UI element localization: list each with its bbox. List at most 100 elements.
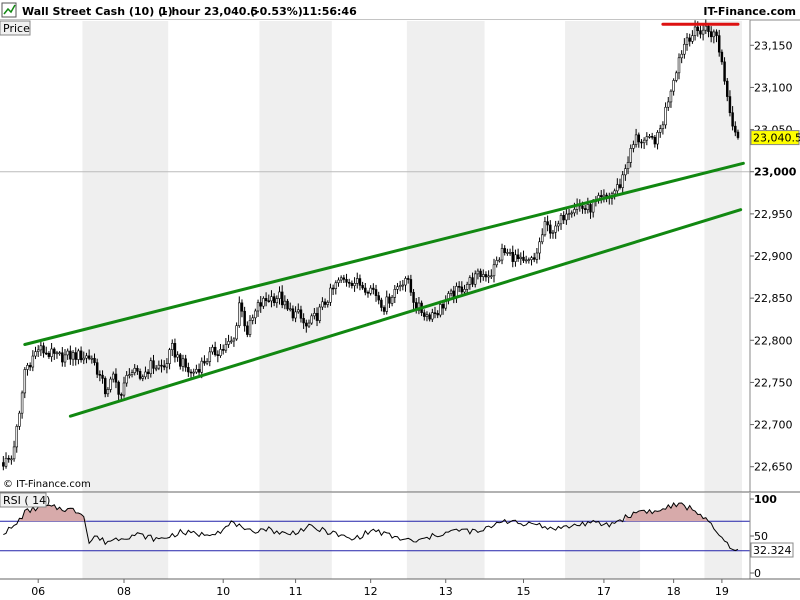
- price-candle: [726, 77, 729, 102]
- timeframe: 1 hour: [160, 5, 201, 18]
- price-candle: [602, 189, 606, 203]
- price-candle: [144, 366, 147, 380]
- price-candle: [704, 19, 708, 34]
- price-candle: [385, 290, 388, 315]
- price-candle: [238, 296, 241, 328]
- price-candle: [154, 365, 158, 372]
- price-candle: [656, 130, 659, 150]
- rsi-session-stripe: [406, 493, 485, 579]
- price-candle: [50, 342, 53, 362]
- price-candle: [616, 178, 619, 196]
- price-candle: [162, 360, 166, 371]
- price-candle: [586, 197, 590, 214]
- price-candle: [683, 38, 686, 59]
- price-candle: [219, 343, 222, 358]
- last-price: 23,040.5: [204, 5, 258, 18]
- price-candle: [479, 268, 482, 283]
- price-candle: [728, 90, 732, 117]
- price-candle: [160, 359, 163, 373]
- price-candle: [648, 134, 651, 139]
- price-tick-label: 22,800: [754, 334, 793, 347]
- brand-logo: IT-Finance.com: [703, 5, 796, 18]
- price-candle: [374, 284, 378, 302]
- price-candle: [675, 70, 678, 83]
- price-candle: [47, 351, 51, 359]
- last-price-tag: [750, 130, 800, 146]
- price-candle: [272, 293, 276, 307]
- price-candle: [712, 29, 716, 44]
- price-candle: [213, 341, 217, 357]
- price-candle: [503, 245, 506, 256]
- price-candle: [734, 121, 737, 137]
- price-candle: [618, 178, 622, 190]
- price-candle: [567, 208, 571, 221]
- price-candle: [262, 296, 265, 309]
- price-candle: [345, 273, 348, 287]
- price-candle: [85, 352, 88, 364]
- price-candle: [141, 374, 144, 382]
- price-candle: [364, 282, 367, 296]
- price-tick-label: 22,750: [754, 376, 793, 389]
- price-candle: [565, 208, 568, 225]
- price-candle: [192, 368, 195, 377]
- price-candle: [431, 308, 434, 322]
- price-candle: [20, 390, 24, 419]
- price-candle: [347, 278, 351, 288]
- rsi-last-tag-label: 32.324: [753, 544, 792, 557]
- price-candle: [650, 132, 654, 140]
- price-candle: [471, 272, 474, 288]
- price-candle: [541, 228, 544, 245]
- clock-time: 11:56:46: [302, 5, 357, 18]
- price-candle: [264, 292, 268, 307]
- price-candle: [707, 23, 710, 38]
- price-candle: [715, 29, 718, 43]
- price-candle: [482, 269, 485, 281]
- time-tick-label: 18: [667, 585, 681, 598]
- price-candle: [699, 25, 702, 39]
- price-candle: [701, 25, 705, 41]
- price-candle: [449, 288, 453, 297]
- price-candle: [664, 102, 667, 129]
- price-candle: [653, 135, 657, 148]
- price-candle: [128, 368, 131, 379]
- price-axis: 22,650 22,700 22,750 22,800 22,850 22,900 22,9…: [750, 39, 797, 474]
- time-tick-label: 15: [516, 585, 530, 598]
- price-candle: [468, 275, 472, 290]
- price-candle: [208, 347, 212, 367]
- price-candle: [527, 257, 531, 264]
- change-pct: (-0.53%): [250, 5, 303, 18]
- price-candle: [589, 201, 592, 219]
- price-candle: [559, 213, 563, 230]
- price-candle: [109, 376, 112, 393]
- price-tick-label: 23,000: [754, 166, 797, 179]
- price-candle: [366, 290, 370, 298]
- price-candle: [731, 106, 734, 131]
- price-candle: [642, 137, 646, 149]
- price-candle: [31, 350, 35, 372]
- price-candle: [77, 348, 80, 365]
- rsi-panel-label: RSI ( 14): [3, 494, 50, 507]
- price-tick-label: 22,850: [754, 292, 793, 305]
- price-candle: [278, 286, 281, 305]
- price-candle: [629, 144, 632, 168]
- price-candle: [181, 354, 185, 372]
- rsi-overbought-area: [625, 502, 709, 522]
- price-tick-label: 23,100: [754, 81, 793, 94]
- price-candle: [197, 363, 201, 378]
- price-candle: [294, 306, 297, 323]
- price-candle: [425, 311, 429, 322]
- price-candle: [658, 124, 662, 138]
- price-candle: [401, 279, 405, 291]
- title-bar: Wall Street Cash (10) (-) 1 hour 23,040.…: [0, 0, 800, 21]
- price-candle: [42, 342, 45, 358]
- price-candle: [69, 345, 72, 365]
- price-candle: [514, 249, 517, 267]
- price-candle: [305, 319, 308, 333]
- price-candle: [331, 284, 335, 296]
- price-candle: [484, 271, 488, 282]
- price-candle: [691, 30, 694, 44]
- price-candle: [398, 280, 402, 292]
- price-candle: [356, 272, 359, 289]
- price-candle: [171, 339, 174, 357]
